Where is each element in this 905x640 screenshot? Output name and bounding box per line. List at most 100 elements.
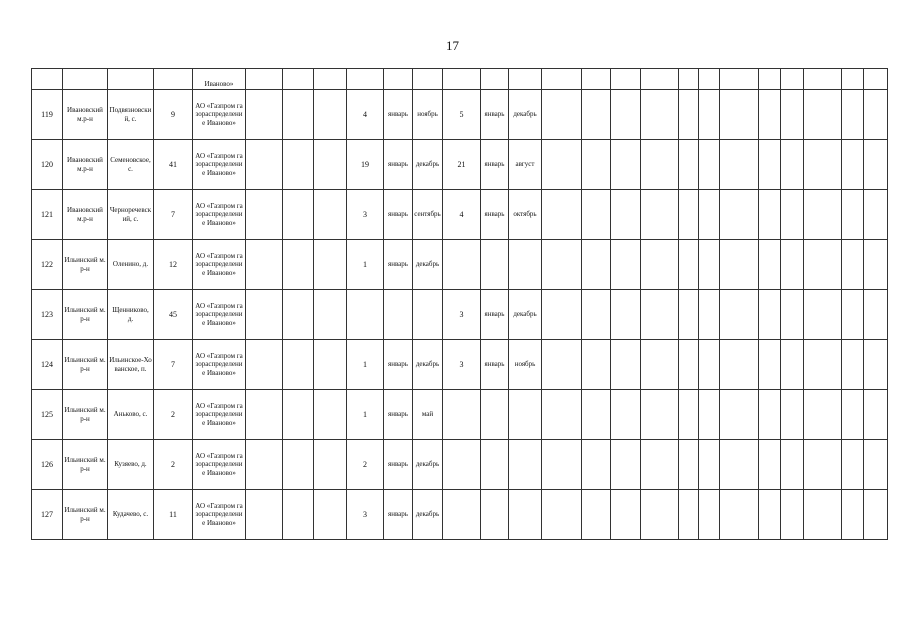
month-2-start-cell: январь: [480, 189, 509, 240]
month-1-end-cell: май: [412, 389, 443, 440]
empty-cell: [245, 389, 283, 440]
month-1-end-cell: сентябрь: [412, 189, 443, 240]
empty-cell: [698, 189, 720, 240]
empty-cell: [610, 89, 641, 140]
empty-cell: [640, 339, 679, 390]
count-1-cell: 3: [346, 189, 384, 240]
empty-cell: [610, 289, 641, 340]
org-cell: АО «Газпром газораспределение Иваново»: [192, 189, 246, 240]
empty-cell: [758, 489, 781, 540]
month-1-start-cell: январь: [383, 439, 413, 490]
empty-cell: [245, 239, 283, 290]
empty-cell: [313, 239, 347, 290]
empty-cell: [863, 89, 888, 140]
empty-cell: [698, 89, 720, 140]
empty-cell: [640, 389, 679, 440]
empty-cell: [313, 68, 347, 90]
month-2-end-cell: ноябрь: [508, 339, 542, 390]
org-cell: АО «Газпром газораспределение Иваново»: [192, 89, 246, 140]
empty-cell: [581, 239, 611, 290]
empty-cell: [841, 289, 864, 340]
number-cell: 121: [31, 189, 63, 240]
month-1-end-cell: декабрь: [412, 239, 443, 290]
empty-cell: [780, 389, 804, 440]
empty-cell: [442, 68, 481, 90]
empty-cell: [678, 189, 699, 240]
empty-cell: [282, 89, 314, 140]
empty-cell: [719, 489, 759, 540]
month-2-start-cell: [480, 239, 509, 290]
empty-cell: [803, 89, 842, 140]
table-row: 122 Ильинский м.р-н Оленино, д. 12 АО «Газпр…: [31, 239, 888, 290]
number-cell: 123: [31, 289, 63, 340]
empty-cell: [758, 239, 781, 290]
number-cell: 127: [31, 489, 63, 540]
settlement-cell: Подвязновский, с.: [107, 89, 154, 140]
empty-cell: [780, 139, 804, 190]
month-2-start-cell: [480, 389, 509, 440]
month-1-end-cell: [412, 289, 443, 340]
empty-cell: [610, 189, 641, 240]
empty-cell: [640, 289, 679, 340]
empty-cell: [698, 139, 720, 190]
empty-cell: [313, 189, 347, 240]
empty-cell: [841, 439, 864, 490]
empty-cell: [640, 239, 679, 290]
empty-cell: [480, 68, 509, 90]
month-1-start-cell: январь: [383, 189, 413, 240]
empty-cell: [581, 439, 611, 490]
district-cell: Ивановский м.р-н: [62, 139, 108, 190]
empty-cell: [508, 68, 542, 90]
month-1-start-cell: январь: [383, 489, 413, 540]
month-2-start-cell: январь: [480, 139, 509, 190]
settlement-cell: Оленино, д.: [107, 239, 154, 290]
empty-cell: [841, 139, 864, 190]
empty-cell: [758, 139, 781, 190]
empty-cell: [719, 189, 759, 240]
number-cell: 125: [31, 389, 63, 440]
empty-cell: [863, 489, 888, 540]
empty-cell: [640, 189, 679, 240]
empty-cell: [282, 389, 314, 440]
empty-cell: [346, 68, 384, 90]
empty-cell: [581, 139, 611, 190]
empty-cell: [313, 439, 347, 490]
empty-cell: [541, 68, 582, 90]
empty-cell: [863, 389, 888, 440]
empty-cell: [780, 439, 804, 490]
empty-cell: [863, 339, 888, 390]
month-2-end-cell: [508, 439, 542, 490]
month-2-end-cell: [508, 239, 542, 290]
empty-cell: [719, 289, 759, 340]
district-cell: Ивановский м.р-н: [62, 189, 108, 240]
month-2-start-cell: январь: [480, 339, 509, 390]
empty-cell: [541, 189, 582, 240]
empty-cell: [313, 139, 347, 190]
count-cell: 45: [153, 289, 193, 340]
empty-cell: [863, 289, 888, 340]
empty-cell: [282, 339, 314, 390]
count-cell: 12: [153, 239, 193, 290]
empty-cell: [841, 89, 864, 140]
org-cell: АО «Газпром газораспределение Иваново»: [192, 339, 246, 390]
number-cell: 124: [31, 339, 63, 390]
empty-cell: [581, 68, 611, 90]
month-1-start-cell: [383, 289, 413, 340]
empty-cell: [780, 89, 804, 140]
count-1-cell: 1: [346, 239, 384, 290]
empty-cell: [107, 68, 154, 90]
empty-cell: [863, 239, 888, 290]
month-2-start-cell: январь: [480, 289, 509, 340]
empty-cell: [758, 289, 781, 340]
month-1-start-cell: январь: [383, 139, 413, 190]
empty-cell: [678, 389, 699, 440]
empty-cell: [610, 439, 641, 490]
empty-cell: [282, 68, 314, 90]
empty-cell: [313, 489, 347, 540]
empty-cell: [610, 68, 641, 90]
empty-cell: [758, 89, 781, 140]
empty-cell: [678, 239, 699, 290]
empty-cell: [698, 289, 720, 340]
empty-cell: [678, 89, 699, 140]
empty-cell: [581, 339, 611, 390]
